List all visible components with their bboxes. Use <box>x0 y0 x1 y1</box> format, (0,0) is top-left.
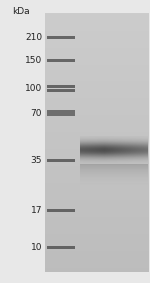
Bar <box>46 113 75 116</box>
Bar <box>46 110 75 113</box>
Bar <box>46 246 75 248</box>
Text: 35: 35 <box>30 156 42 165</box>
Text: 17: 17 <box>30 206 42 215</box>
Bar <box>46 159 75 162</box>
Text: 100: 100 <box>25 84 42 93</box>
Text: 150: 150 <box>25 56 42 65</box>
Bar <box>46 209 75 212</box>
Text: 10: 10 <box>30 243 42 252</box>
Text: 70: 70 <box>30 108 42 117</box>
Bar <box>46 59 75 62</box>
Text: 210: 210 <box>25 33 42 42</box>
Text: kDa: kDa <box>12 7 30 16</box>
Bar <box>46 85 75 87</box>
Bar <box>46 36 75 39</box>
Bar <box>46 89 75 92</box>
